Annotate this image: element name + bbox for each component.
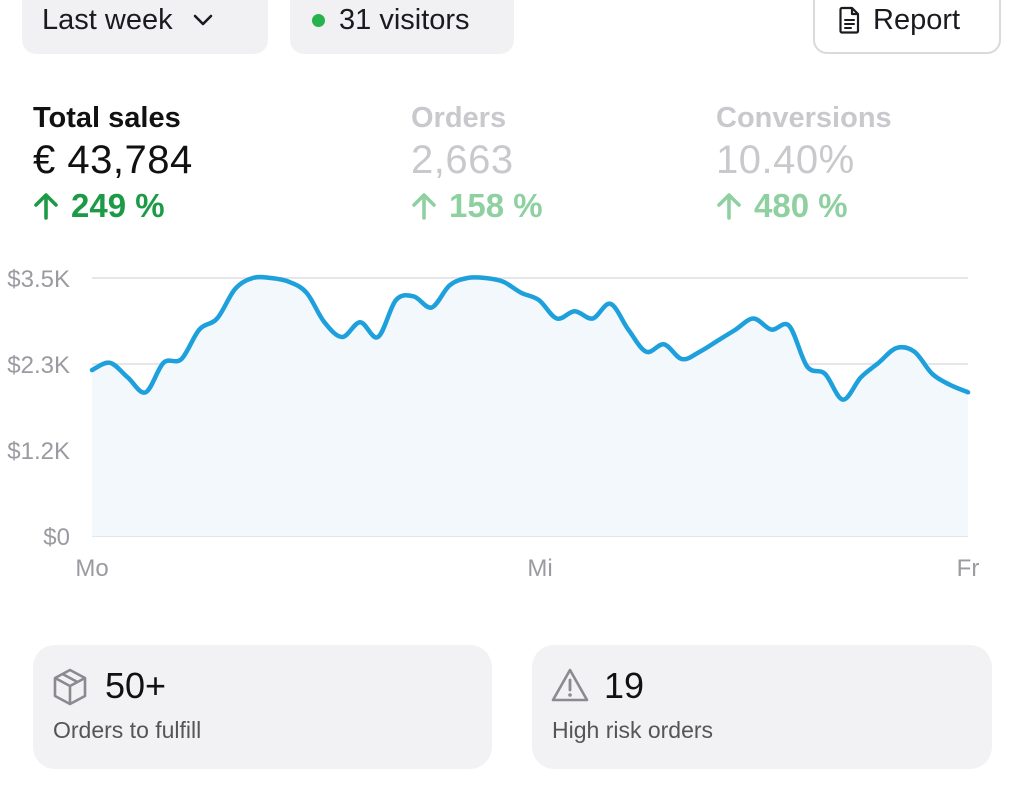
y-tick-label: $2.3K <box>7 352 70 379</box>
metric-total-sales[interactable]: Total sales € 43,784 249 % <box>33 100 193 228</box>
metric-orders[interactable]: Orders 2,663 158 % <box>411 100 543 228</box>
metric-delta-value: 480 % <box>754 187 848 224</box>
x-tick-label: Fr <box>957 555 980 582</box>
y-tick-label: $0 <box>43 524 70 551</box>
y-axis-labels: $0 $1.2K $2.3K $3.5K <box>7 266 70 551</box>
metric-label: Total sales <box>33 102 181 134</box>
metric-conversions[interactable]: Conversions 10.40% 480 % <box>716 100 892 228</box>
card-label: High risk orders <box>552 717 714 743</box>
metric-delta-value: 249 % <box>71 187 165 224</box>
warning-icon <box>551 668 589 702</box>
date-range-label: Last week <box>42 3 173 36</box>
arrow-up-icon <box>34 193 58 220</box>
metric-value: € 43,784 <box>33 138 193 182</box>
metric-value: 2,663 <box>411 138 514 182</box>
report-label: Report <box>873 3 961 36</box>
visitors-badge[interactable]: 31 visitors <box>290 0 514 54</box>
metric-delta: 249 % <box>33 184 193 228</box>
metric-delta: 158 % <box>411 184 543 228</box>
chart-area <box>92 277 968 536</box>
date-range-dropdown[interactable]: Last week <box>22 0 268 54</box>
metric-delta-value: 158 % <box>449 187 543 224</box>
x-axis-labels: Mo Mi Fr <box>75 555 979 582</box>
arrow-up-icon <box>717 193 741 220</box>
arrow-up-icon <box>412 193 436 220</box>
live-dot-icon <box>312 13 325 27</box>
orders-to-fulfill-card[interactable]: 50+ Orders to fulfill <box>33 645 492 769</box>
y-tick-label: $1.2K <box>7 438 70 465</box>
y-tick-label: $3.5K <box>7 266 70 293</box>
card-number: 19 <box>604 665 645 706</box>
x-tick-label: Mo <box>75 555 108 582</box>
card-number: 50+ <box>105 665 167 706</box>
visitors-label: 31 visitors <box>339 3 470 36</box>
high-risk-orders-card[interactable]: 19 High risk orders <box>532 645 992 769</box>
document-icon <box>839 6 860 34</box>
metric-value: 10.40% <box>716 138 855 182</box>
package-icon <box>53 668 87 706</box>
chevron-down-icon <box>193 14 212 26</box>
metric-delta: 480 % <box>716 184 892 228</box>
x-tick-label: Mi <box>527 555 552 582</box>
metric-label: Conversions <box>716 102 892 134</box>
report-button[interactable]: Report <box>813 0 1001 54</box>
card-label: Orders to fulfill <box>53 717 202 743</box>
metric-label: Orders <box>411 102 507 134</box>
chart-line <box>89 274 971 402</box>
sales-chart[interactable]: $0 $1.2K $2.3K $3.5K Mo Mi Fr <box>0 260 1024 590</box>
